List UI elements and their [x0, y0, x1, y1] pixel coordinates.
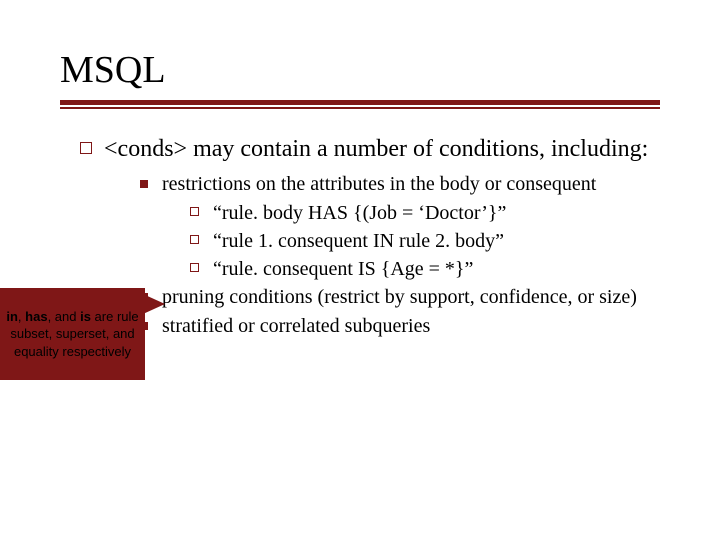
bullet-level2: stratified or correlated subqueries	[140, 313, 660, 340]
bullet-level3: “rule. body HAS {(Job = ‘Doctor’}”	[190, 200, 660, 226]
level3-text: “rule. consequent IS {Age = *}”	[213, 256, 473, 282]
bullet-solid-square-icon	[140, 180, 148, 188]
level1-text: <conds> may contain a number of conditio…	[104, 134, 648, 165]
level2-text: stratified or correlated subqueries	[162, 313, 430, 340]
level2-text: restrictions on the attributes in the bo…	[162, 171, 596, 198]
title-rule	[60, 100, 660, 110]
bullet-level2: restrictions on the attributes in the bo…	[140, 171, 660, 198]
callout-box: in, has, and is are rule subset, superse…	[0, 288, 145, 380]
bullet-open-square-sm-icon	[190, 263, 199, 272]
bullet-open-square-sm-icon	[190, 207, 199, 216]
bullet-level3: “rule 1. consequent IN rule 2. body”	[190, 228, 660, 254]
callout-annotation: in, has, and is are rule subset, superse…	[0, 288, 160, 380]
level3-text: “rule. body HAS {(Job = ‘Doctor’}”	[213, 200, 506, 226]
bullet-level1: <conds> may contain a number of conditio…	[80, 134, 660, 165]
callout-kw-in: in	[6, 309, 18, 324]
rule-thick	[60, 100, 660, 105]
level2-text: pruning conditions (restrict by support,…	[162, 284, 637, 311]
callout-text: in, has, and is are rule subset, superse…	[4, 308, 141, 361]
bullet-level3: “rule. consequent IS {Age = *}”	[190, 256, 660, 282]
bullet-open-square-icon	[80, 142, 92, 154]
level3-text: “rule 1. consequent IN rule 2. body”	[213, 228, 504, 254]
slide-title: MSQL	[60, 48, 660, 92]
callout-kw-is: is	[80, 309, 91, 324]
bullet-level2: pruning conditions (restrict by support,…	[140, 284, 660, 311]
callout-kw-has: has	[25, 309, 47, 324]
callout-arrow-icon	[143, 294, 165, 314]
bullet-open-square-sm-icon	[190, 235, 199, 244]
rule-thin	[60, 107, 660, 109]
slide-container: MSQL <conds> may contain a number of con…	[0, 0, 720, 540]
